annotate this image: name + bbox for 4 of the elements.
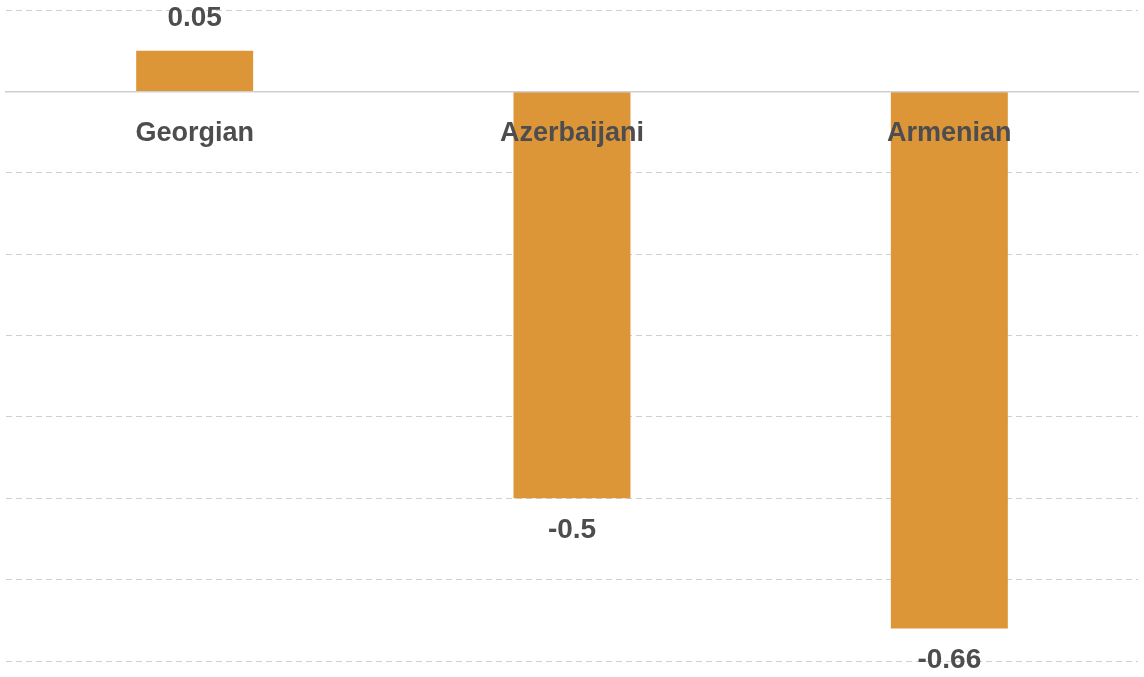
x-tick-label: Georgian xyxy=(135,117,254,148)
data-label: -0.66 xyxy=(917,643,982,675)
data-label: -0.5 xyxy=(547,512,597,544)
data-label: 0.05 xyxy=(167,1,222,33)
